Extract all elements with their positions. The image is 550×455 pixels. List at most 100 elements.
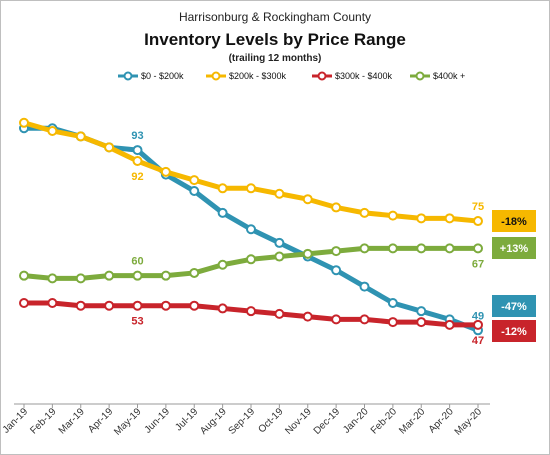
data-point [160, 270, 171, 281]
data-point [302, 311, 313, 322]
data-point [359, 243, 370, 254]
data-point [246, 224, 256, 235]
x-tick-label: Apr-19 [86, 406, 115, 435]
data-point [19, 297, 29, 308]
change-badge [492, 210, 536, 232]
chart-subtitle: (trailing 12 months) [228, 53, 322, 64]
data-point [473, 216, 483, 227]
series-line [21, 120, 481, 224]
data-point [246, 183, 256, 194]
legend-label: $300k - $400k [335, 71, 393, 81]
data-point [19, 270, 29, 281]
data-point [444, 319, 455, 330]
data-point [217, 259, 228, 270]
data-label: 92 [131, 171, 143, 183]
data-label: 75 [472, 201, 484, 213]
legend-label: $200k - $300k [229, 71, 287, 81]
change-badge [492, 295, 536, 317]
x-tick-label: Sep-19 [227, 406, 258, 437]
data-point [416, 306, 427, 317]
data-point [47, 125, 58, 136]
data-point [75, 300, 86, 311]
data-point [47, 297, 58, 308]
data-point [331, 246, 342, 257]
change-badge-label: -12% [501, 326, 527, 338]
data-point [274, 251, 285, 262]
data-point [331, 265, 342, 276]
data-point [444, 243, 455, 254]
data-point [75, 273, 86, 284]
x-tick-label: Dec-19 [312, 406, 343, 437]
data-point [359, 207, 370, 218]
data-point [274, 308, 285, 319]
data-point [246, 306, 256, 317]
data-point [416, 317, 427, 328]
data-point [387, 317, 398, 328]
data-point [75, 131, 86, 142]
data-point [331, 202, 342, 213]
x-tick-label: Mar-19 [57, 406, 87, 436]
change-badge [492, 320, 536, 342]
data-point [217, 183, 228, 194]
data-label: 93 [131, 130, 143, 142]
data-point [217, 207, 228, 218]
data-point [19, 117, 29, 128]
legend-label: $0 - $200k [141, 71, 184, 81]
data-point [274, 237, 285, 248]
data-point [189, 267, 200, 278]
data-point [189, 186, 200, 197]
x-tick-label: Aug-19 [198, 406, 229, 437]
x-tick-label: Feb-19 [28, 406, 58, 436]
data-point [387, 297, 398, 308]
data-point [359, 281, 370, 292]
data-point [104, 270, 115, 281]
data-point [302, 248, 313, 259]
data-point [132, 300, 143, 311]
data-point [104, 300, 115, 311]
data-point [473, 319, 483, 330]
data-point [160, 300, 171, 311]
data-point [217, 303, 228, 314]
data-point [132, 155, 143, 166]
x-tick-label: Apr-20 [427, 406, 456, 435]
data-label: 67 [472, 258, 484, 270]
x-tick-label: Oct-19 [256, 406, 285, 435]
data-label: 47 [472, 335, 484, 347]
data-point [132, 270, 143, 281]
x-tick-label: May-20 [453, 406, 485, 438]
data-point [473, 243, 483, 254]
data-point [104, 142, 115, 153]
data-point [387, 243, 398, 254]
x-tick-label: Jun-19 [143, 406, 173, 436]
data-point [359, 314, 370, 325]
legend-swatch-marker [317, 71, 327, 81]
data-label: 49 [472, 310, 484, 322]
data-label: 60 [131, 256, 143, 268]
data-point [416, 213, 427, 224]
chart-title: Inventory Levels by Price Range [144, 30, 406, 49]
x-tick-label: Nov-19 [283, 406, 314, 437]
change-badge-label: +13% [500, 243, 529, 255]
data-point [416, 243, 427, 254]
change-badge-label: -18% [501, 216, 527, 228]
data-point [302, 194, 313, 205]
change-badge [492, 237, 536, 259]
x-tick-label: May-19 [112, 406, 144, 438]
data-point [387, 210, 398, 221]
legend-swatch-marker [211, 71, 221, 81]
x-tick-label: Mar-20 [397, 406, 427, 436]
data-point [444, 213, 455, 224]
data-point [132, 145, 143, 156]
legend-swatch-marker [415, 71, 425, 81]
data-point [189, 300, 200, 311]
x-tick-label: Jul-19 [173, 406, 200, 433]
data-point [246, 254, 256, 265]
data-point [274, 188, 285, 199]
change-badge-label: -47% [501, 301, 527, 313]
x-tick-label: Jan-20 [341, 406, 371, 436]
legend-label: $400k + [433, 71, 465, 81]
x-tick-label: Jan-19 [1, 406, 31, 436]
x-tick-label: Feb-20 [369, 406, 399, 436]
chart-supertitle: Harrisonburg & Rockingham County [178, 10, 372, 24]
